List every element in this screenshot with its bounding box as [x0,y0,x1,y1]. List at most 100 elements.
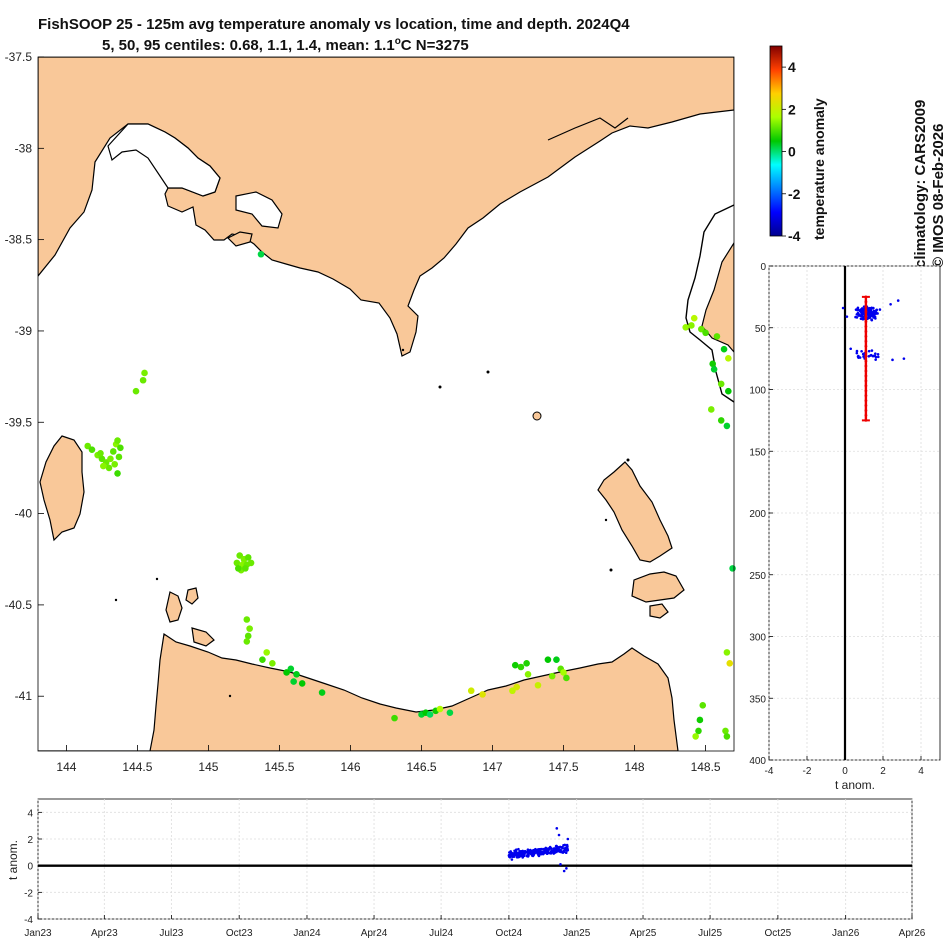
map-point [713,333,721,340]
three-hummock-island [185,587,199,605]
depth-point [874,358,877,361]
ts-point [562,850,566,853]
map-point [111,460,119,468]
depth-median-marker [864,305,868,309]
depth-median-marker [864,418,868,422]
ts-y-label: t anom. [6,840,20,880]
ts-point [526,851,530,855]
colorbar: 4 2 0 -2 -4 temperature anomaly [769,45,827,244]
depth-median-marker [864,369,868,373]
islet [114,598,118,602]
ts-point [562,869,566,873]
depth-point [889,302,892,306]
map-y-tick-label: -38 [15,141,33,155]
depth-median-marker [864,315,868,319]
map-y-tick-label: -40 [15,507,33,521]
title-line-2: 5, 50, 95 centiles: 0.68, 1.1, 1.4, mean… [102,36,469,54]
colorbar-label: temperature anomaly [811,98,827,240]
map-land [38,57,734,751]
depth-median-marker [864,394,868,398]
phillip-island [226,231,253,247]
depth-profile-panel: -4 -2 0 2 4 0 50 100 150 200 250 300 350 400 t anom. [749,262,941,792]
hunter-island [165,591,183,623]
ts-point [526,848,530,852]
map-point [544,656,552,663]
map-point [259,656,266,663]
gippsland-coast [547,117,629,141]
ts-point [547,848,551,851]
ts-point [559,845,563,849]
islet [604,518,608,522]
land-tasmania [38,632,679,751]
map-point [391,714,398,722]
ts-data-points [507,827,570,873]
map-x-tick-label: 146.5 [406,760,436,774]
ts-x-tick-label: Jul25 [698,928,722,939]
ts-point [549,846,553,850]
ts-point [565,867,568,870]
depth-median-marker [864,389,868,393]
depth-median-marker [864,320,868,323]
robbins-island [191,627,215,647]
map-point [234,565,242,572]
map-point [243,638,251,645]
islet [228,694,232,698]
ts-point [557,848,561,851]
colorbar-tick-label: 4 [788,59,796,75]
map-point [695,727,702,735]
ts-point [553,848,556,852]
map-x-tick-label: 144.5 [122,760,152,774]
map-y-tick-label: -38.5 [5,233,33,247]
depth-point [876,355,880,359]
map-point [117,444,124,452]
depth-point [896,299,900,302]
map-x-tick-label: 146 [340,760,360,774]
map-point [720,345,728,353]
ts-point [518,849,522,853]
map-point [141,369,148,377]
map-point [244,632,252,640]
map-point [717,380,725,388]
depth-y-tick-label: 50 [755,324,767,335]
map-point [107,455,114,463]
ts-point [522,853,525,857]
ts-point [566,837,570,841]
depth-x-tick-label: 0 [842,766,848,777]
ts-x-tick-label: Jan23 [24,928,52,939]
map-point [247,559,255,567]
ts-point [553,850,556,854]
ts-point [555,827,559,830]
map-point [479,691,486,698]
ts-point [517,847,520,851]
ts-point [531,850,535,854]
depth-y-tick-label: 150 [749,447,766,458]
islet [486,370,490,374]
depth-median-marker [864,359,868,363]
map-x-tick-label: 144 [56,760,76,774]
depth-point [855,351,859,355]
depth-data-points [841,295,906,422]
map-point [553,656,560,663]
ts-x-tick-label: Apr25 [630,928,657,939]
depth-median-marker [864,344,868,348]
depth-x-tick-label: -2 [803,766,812,777]
depth-point [854,315,857,319]
map-point [523,660,530,667]
map-point [109,448,117,455]
ts-point [512,852,516,855]
depth-median-marker [864,334,868,338]
depth-grid [768,265,940,761]
map-x-tick-label: 148.5 [691,760,721,774]
ts-point [514,850,518,854]
depth-x-tick-label: 2 [880,766,886,777]
colorbar-tick-label: -4 [788,228,801,244]
map-point [246,625,253,632]
depth-y-tick-label: 0 [760,262,766,273]
map-frame [37,56,735,752]
islet [609,568,613,572]
depth-point [876,352,880,356]
map-y-tick-label: -40.5 [5,598,33,612]
ts-point [563,847,567,850]
map-point [563,674,570,682]
depth-point [867,308,871,311]
